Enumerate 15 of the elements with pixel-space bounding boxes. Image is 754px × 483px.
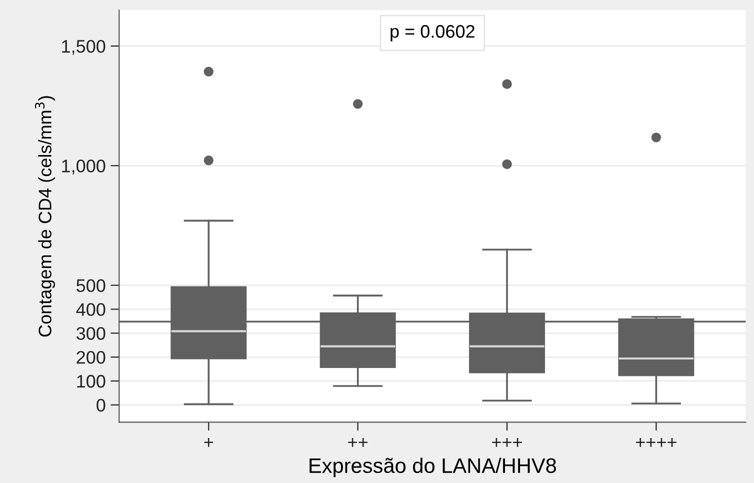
x-tick-label: +++ <box>492 438 522 447</box>
y-tick-label: 1,500 <box>62 40 106 55</box>
y-tick-label: 400 <box>76 303 106 316</box>
y-axis-title: Contagem de CD4 (cels/mm$^{3}$) <box>34 96 56 337</box>
y-tick-label: 300 <box>76 327 106 340</box>
x-tick-label: ++++ <box>636 438 676 447</box>
y-tick-label: 100 <box>77 374 106 388</box>
y-tick-label: 200 <box>76 351 106 364</box>
y-tick-label: 1,000 <box>62 160 106 175</box>
y-tick-label: 500 <box>76 279 106 292</box>
x-tick-label: + <box>204 438 214 447</box>
y-tick-label: 0 <box>96 398 106 412</box>
x-axis-title: Expressão do LANA/HHV8 <box>310 458 556 478</box>
annotation: p = 0.0602 <box>390 25 474 42</box>
x-tick-label: ++ <box>348 438 368 447</box>
